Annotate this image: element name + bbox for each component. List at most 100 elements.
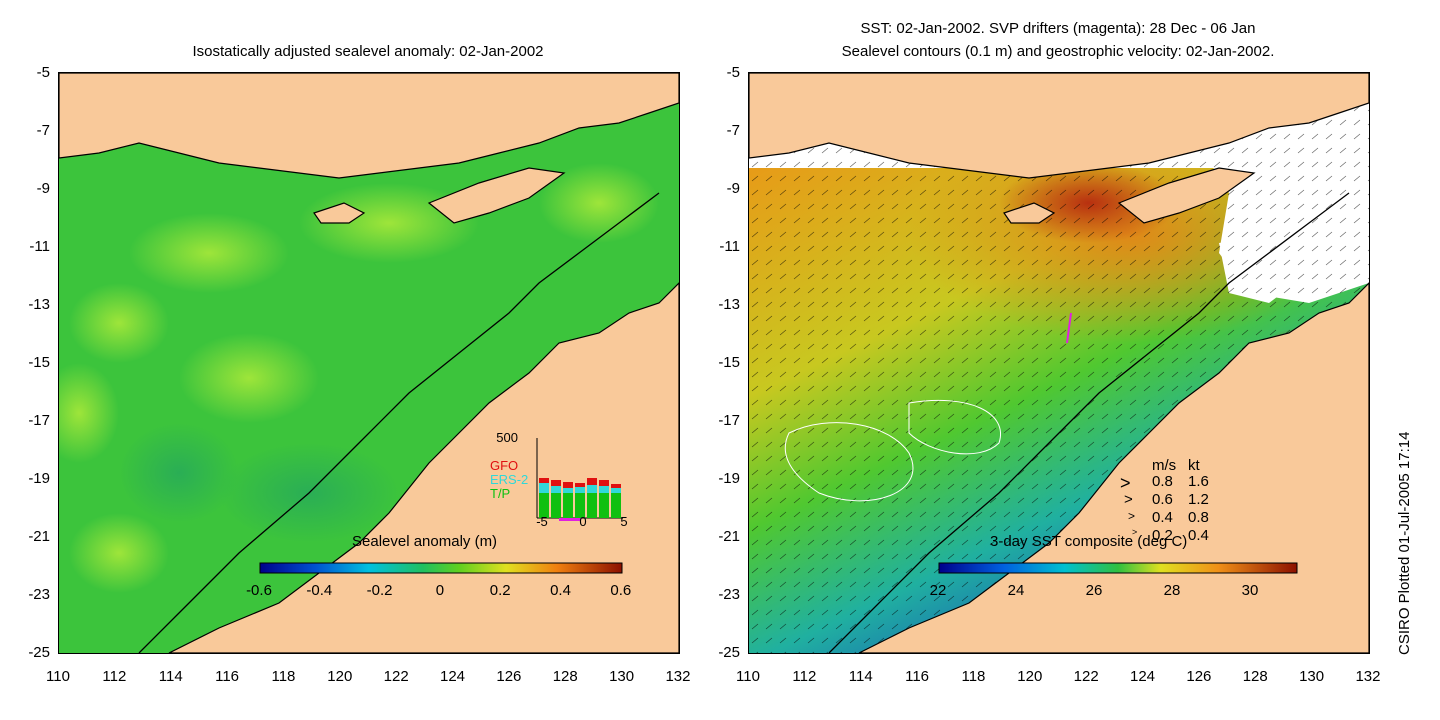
velocity-legend-ms-value: 0.2 — [1152, 527, 1173, 544]
sumba-island — [313, 202, 366, 224]
colorbar-tick-label: -0.4 — [306, 582, 333, 599]
histogram-bar-tp — [563, 493, 573, 518]
inset-histogram — [536, 438, 623, 521]
timor-island — [427, 167, 566, 224]
anomaly-high-blob — [59, 363, 119, 463]
right-map-title-line2: Sealevel contours (0.1 m) and geostrophi… — [841, 43, 1275, 60]
left-map-graphic — [59, 73, 679, 653]
velocity-legend-kt-value: 1.6 — [1188, 473, 1209, 490]
anomaly-high-blob — [539, 163, 659, 243]
y-axis-tick-label: -9 — [36, 180, 50, 197]
y-axis-tick-label: -11 — [29, 238, 50, 255]
histogram-bar-ers — [599, 486, 609, 493]
x-axis-tick-label: 124 — [1130, 668, 1156, 685]
velocity-legend-arrow-icon: > — [1124, 491, 1133, 508]
histogram-bar-gfo — [539, 478, 549, 483]
velocity-legend-ms-value: 0.4 — [1152, 509, 1173, 526]
y-axis-tick-label: -21 — [28, 528, 50, 545]
histogram-bar-tp — [599, 493, 609, 518]
indonesia-landmass — [749, 73, 1369, 179]
y-axis-tick-label: -25 — [718, 644, 740, 661]
colorbar-tick-label: 26 — [1085, 582, 1103, 599]
x-axis-tick-label: 130 — [609, 668, 635, 685]
x-axis-tick-label: 112 — [102, 668, 127, 685]
colorbar-tick-label: 0.2 — [489, 582, 511, 599]
anomaly-low-blob — [119, 423, 239, 523]
y-axis-tick-label: -9 — [726, 180, 740, 197]
plot-credit-label: CSIRO Plotted 01-Jul-2005 17:14 — [1396, 431, 1413, 655]
y-axis-tick-label: -17 — [718, 412, 740, 429]
x-axis-tick-label: 118 — [961, 668, 986, 685]
y-axis-tick-label: -11 — [719, 238, 740, 255]
right-map-graphic — [749, 73, 1369, 653]
indonesia-landmass — [59, 73, 679, 179]
y-axis-tick-label: -23 — [718, 586, 740, 603]
y-axis-tick-label: -13 — [28, 296, 50, 313]
histogram-bar-tp — [551, 493, 561, 518]
sst-colorbar — [938, 562, 1298, 574]
x-axis-tick-label: 132 — [665, 668, 691, 685]
left-map-title: Isostatically adjusted sealevel anomaly:… — [192, 43, 544, 60]
right-sst-map[interactable] — [748, 72, 1370, 654]
anomaly-high-blob — [69, 513, 169, 593]
x-axis-tick-label: 120 — [327, 668, 353, 685]
right-map-title-line1: SST: 02-Jan-2002. SVP drifters (magenta)… — [860, 20, 1256, 37]
shelf-contour-line — [828, 192, 1350, 653]
histogram-bar-ers — [539, 483, 549, 493]
y-axis-tick-label: -21 — [718, 528, 740, 545]
velocity-legend-kt-value: 0.8 — [1188, 509, 1209, 526]
sealevel-contour — [784, 422, 914, 502]
shelf-contour-line — [138, 192, 660, 653]
sumba-island — [1003, 202, 1056, 224]
velocity-legend-arrow-icon: > — [1132, 527, 1138, 537]
y-axis-tick-label: -15 — [28, 354, 50, 371]
x-axis-tick-label: 126 — [496, 668, 522, 685]
x-axis-tick-label: 110 — [736, 668, 760, 685]
y-axis-tick-label: -15 — [718, 354, 740, 371]
x-axis-tick-label: 126 — [1186, 668, 1212, 685]
y-axis-tick-label: -17 — [28, 412, 50, 429]
colorbar-tick-label: -0.6 — [246, 582, 272, 599]
sealevel-contour — [908, 399, 1001, 455]
australia-landmass — [168, 282, 679, 653]
velocity-legend-ms-value: 0.6 — [1152, 491, 1173, 508]
velocity-legend-ms-value: 0.8 — [1152, 473, 1173, 490]
velocity-legend-header-kt: kt — [1188, 457, 1200, 474]
y-axis-tick-label: -7 — [36, 122, 50, 139]
histogram-bar-gfo — [575, 483, 585, 487]
inset-legend-ers2: ERS-2 — [490, 472, 529, 487]
y-axis-tick-label: -7 — [726, 122, 740, 139]
histogram-bar-tp — [539, 493, 549, 518]
histogram-bar-gfo — [563, 482, 573, 488]
velocity-legend-header-ms: m/s — [1152, 457, 1177, 474]
x-axis-tick-label: 132 — [1355, 668, 1381, 685]
colorbar-tick-label: 28 — [1163, 582, 1181, 599]
colorbar-tick-label: 30 — [1241, 582, 1259, 599]
x-axis-tick-label: 122 — [383, 668, 409, 685]
inset-ymax-label: 500 — [496, 430, 518, 445]
australia-landmass — [858, 282, 1369, 653]
colorbar-tick-label: -0.2 — [366, 582, 393, 599]
colorbar-tick-label: 24 — [1007, 582, 1025, 599]
timor-island — [1117, 167, 1256, 224]
sealevel-colorbar — [259, 562, 623, 574]
histogram-bar-tp — [611, 493, 621, 518]
anomaly-high-blob — [179, 333, 319, 423]
x-axis-tick-label: 122 — [1073, 668, 1099, 685]
x-axis-tick-label: 130 — [1299, 668, 1325, 685]
y-axis-tick-label: -5 — [726, 64, 740, 81]
histogram-bar-ers — [551, 486, 561, 493]
histogram-bar-ers — [563, 488, 573, 493]
inset-xtick: 5 — [620, 514, 628, 529]
histogram-bar-tp — [587, 493, 597, 518]
x-axis-tick-label: 124 — [440, 668, 466, 685]
x-axis-tick-label: 128 — [1242, 668, 1268, 685]
inset-xtick: 0 — [579, 514, 587, 529]
velocity-legend-arrow-icon: > — [1120, 473, 1131, 493]
inset-legend-tp: T/P — [490, 486, 511, 501]
inset-xtick: -5 — [536, 514, 548, 529]
inset-legend-gfo: GFO — [490, 458, 519, 473]
colorbar-tick-label: 0.4 — [550, 582, 571, 599]
left-sealevel-map[interactable] — [58, 72, 680, 654]
velocity-legend-kt-value: 1.2 — [1188, 491, 1209, 508]
